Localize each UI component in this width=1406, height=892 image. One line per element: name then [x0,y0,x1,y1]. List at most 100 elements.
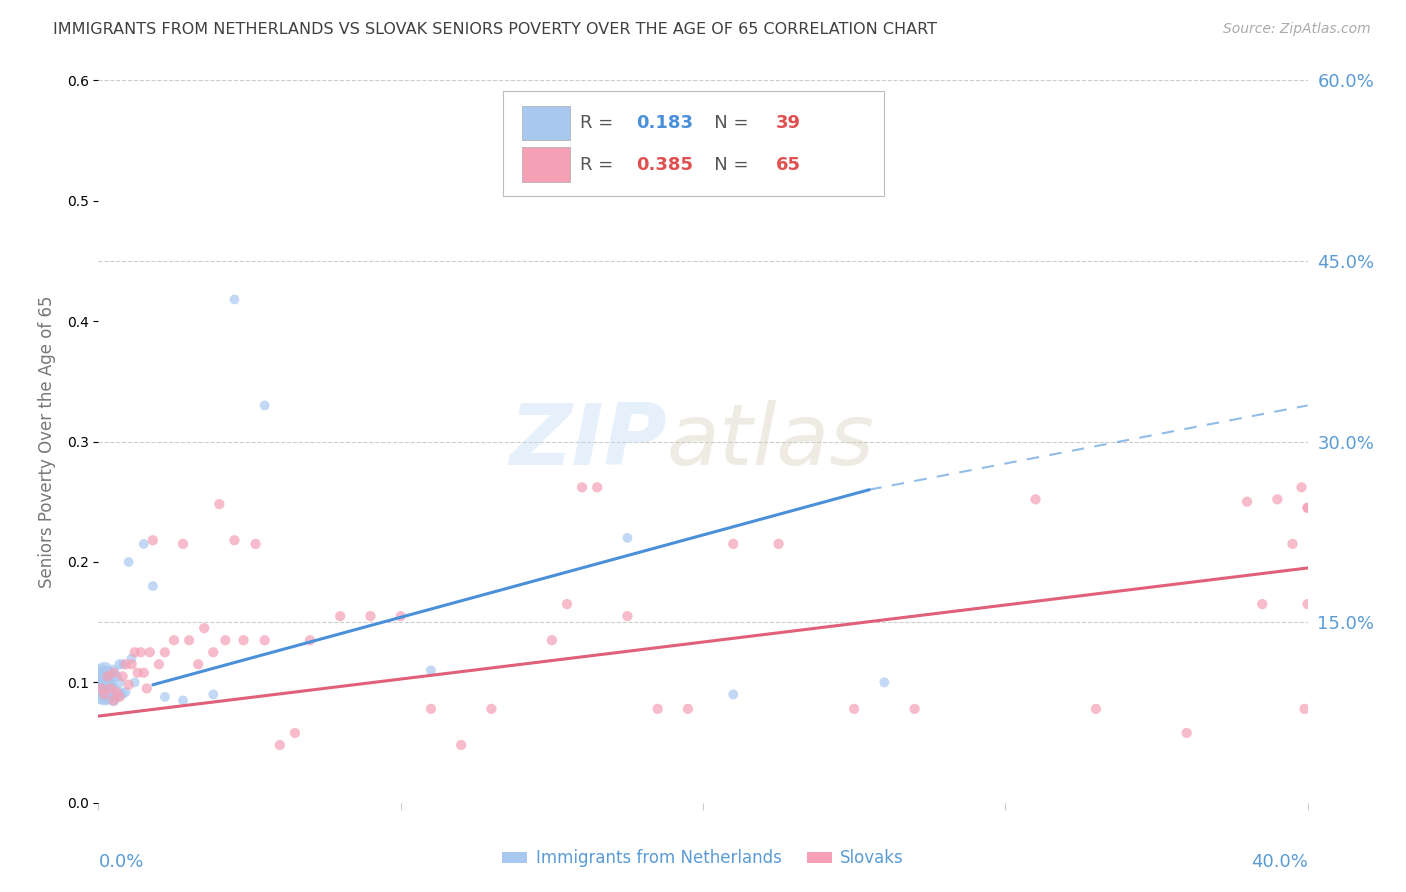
Point [148,657,170,672]
Point [1291,480,1313,494]
Point [103,693,125,707]
Point [93,687,115,701]
Point [103,665,125,680]
Text: R =: R = [579,156,619,174]
Point [108,657,131,672]
Point [172,693,194,707]
Point [103,693,125,707]
Point [132,665,155,680]
Point [124,675,146,690]
Point [153,645,176,659]
Point [253,633,276,648]
Point [96,690,118,704]
Text: IMMIGRANTS FROM NETHERLANDS VS SLOVAK SENIORS POVERTY OVER THE AGE OF 65 CORRELA: IMMIGRANTS FROM NETHERLANDS VS SLOVAK SE… [53,22,938,37]
Text: 0.0%: 0.0% [98,854,143,871]
Point [1296,500,1319,515]
Point [111,657,134,672]
Point [142,533,165,548]
Point [187,657,209,672]
Point [269,738,291,752]
Text: 40.0%: 40.0% [1251,854,1308,871]
Point [420,664,443,678]
Point [108,690,131,704]
Text: 0.385: 0.385 [637,156,693,174]
Text: 0.183: 0.183 [637,114,693,132]
Point [1251,597,1274,611]
Point [224,533,246,548]
Point [768,537,790,551]
Point [163,633,186,648]
Point [90,681,112,696]
Point [100,681,122,696]
Point [172,537,194,551]
Point [111,669,134,683]
Point [1024,492,1046,507]
Point [844,702,866,716]
Point [676,702,699,716]
Point [571,480,593,494]
Point [105,690,128,704]
Point [179,633,201,648]
Point [481,702,503,716]
Point [1175,726,1198,740]
FancyBboxPatch shape [522,147,569,182]
Point [555,597,578,611]
Point [208,497,231,511]
Point [108,675,131,690]
Point [96,665,118,680]
Point [96,673,118,687]
Point [1296,597,1319,611]
Point [100,687,122,701]
Point [96,669,118,683]
Text: 65: 65 [776,156,800,174]
Point [616,531,638,545]
Point [100,678,122,692]
Legend: Immigrants from Netherlands, Slovaks: Immigrants from Netherlands, Slovaks [496,843,910,874]
Point [1296,500,1319,515]
Point [100,669,122,683]
Point [389,609,412,624]
Text: R =: R = [579,114,619,132]
Point [90,669,112,683]
Point [135,681,157,696]
Point [1294,702,1316,716]
Point [111,687,134,701]
Point [329,609,352,624]
Point [139,645,162,659]
Y-axis label: Seniors Poverty Over the Age of 65: Seniors Poverty Over the Age of 65 [38,295,56,588]
Point [93,681,115,696]
Point [129,645,152,659]
Point [299,633,322,648]
Point [616,609,638,624]
Point [284,726,307,740]
Point [193,621,215,635]
Point [540,633,562,648]
Point [214,633,236,648]
Point [153,690,176,704]
Point [93,669,115,683]
Point [108,685,131,699]
Point [1236,494,1258,508]
Text: N =: N = [697,156,754,174]
Point [114,657,136,672]
Point [245,537,267,551]
Point [121,651,143,665]
Point [90,681,112,696]
Point [253,398,276,412]
Point [118,555,141,569]
Text: 39: 39 [776,114,800,132]
Point [232,633,254,648]
Point [124,645,146,659]
Point [93,664,115,678]
Point [127,665,149,680]
Point [1267,492,1289,507]
FancyBboxPatch shape [503,91,884,196]
Point [450,738,472,752]
Point [121,657,143,672]
Text: ZIP: ZIP [509,400,666,483]
Point [105,669,128,683]
Text: N =: N = [697,114,754,132]
Point [1085,702,1108,716]
Point [202,687,225,701]
Point [103,664,125,678]
